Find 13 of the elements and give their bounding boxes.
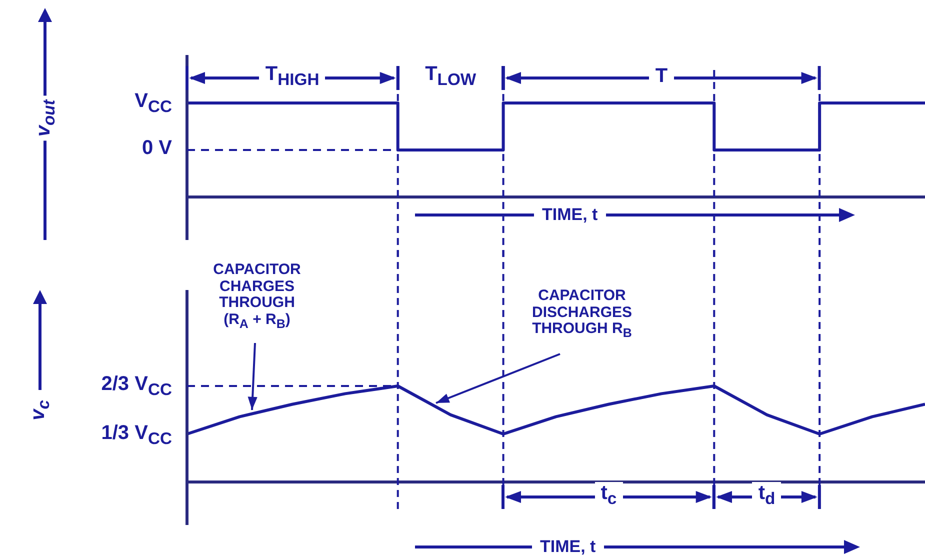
annotation: t$_{d}$ [752,482,782,508]
text: 2/3 V$_{CC}$ [100,373,172,400]
x-axis-title: TIME, t [534,204,606,224]
annotation: t$_{c}$ [594,482,623,508]
text: T$_{HIGH}$ [259,63,326,90]
text: T [649,65,674,87]
text: T$_{LOW}$ [419,63,482,90]
text: 0 V [140,137,172,159]
text: 1/3 V$_{CC}$ [100,422,172,448]
text: CAPACITOR DISCHARGES THROUGH R$_{B}$ [530,287,633,341]
text: V$_{CC}$ [134,90,172,116]
x-axis-title: TIME, t [532,536,604,556]
text: CAPACITOR CHARGES THROUGH (R$_{A}$ + R$_{B}$) [212,261,302,332]
